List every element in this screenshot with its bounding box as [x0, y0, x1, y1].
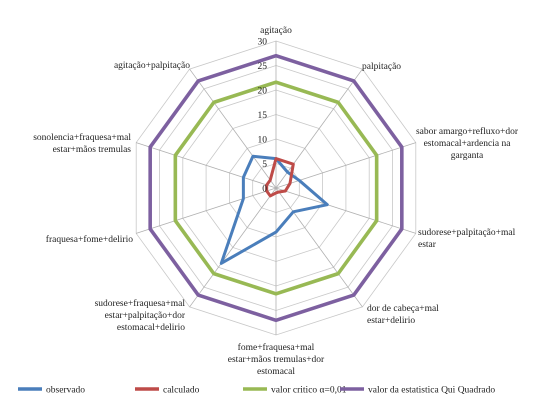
category-label-7: sudorese+fraquesa+mal estar+palpitação+do…: [95, 298, 186, 333]
category-label-5: dor de cabeça+mal estar+delirio: [367, 304, 439, 326]
legend-label-4: valor da estatistica Qui Quadrado: [368, 386, 495, 396]
series-line-1: [219, 154, 329, 265]
axis-spoke: [136, 142, 277, 189]
r-tick-label: 25: [258, 62, 268, 72]
series-line-2: [265, 157, 295, 198]
category-label-9: sonolencia+fraquesa+mal estar+mãos tremul…: [33, 132, 131, 155]
category-label-3: sabor amargo+refluxo+dor estomacal+ardenc…: [416, 126, 519, 161]
r-tick-label: 15: [258, 111, 268, 121]
category-label-4: sudorese+palpitação+mal estar: [418, 228, 516, 250]
r-tick-label: 20: [258, 87, 268, 97]
legend-label-2: calculado: [163, 386, 200, 396]
legend-label-3: valor critico α=0,01: [271, 386, 347, 396]
axis-spoke: [189, 68, 277, 189]
axis-spoke: [136, 187, 277, 234]
r-tick-label: 5: [262, 160, 267, 170]
category-label-6: fome+fraquesa+mal estar+mãos tremulas+dor…: [228, 342, 325, 377]
series-line-3: [173, 80, 379, 296]
r-tick-label: 30: [258, 38, 268, 48]
axis-spoke: [275, 68, 363, 189]
r-tick-label: 0: [262, 185, 267, 195]
category-label-10: agitação+palpitação: [114, 61, 190, 71]
axis-spoke: [189, 187, 277, 308]
category-label-8: fraquesa+fome+delirio: [46, 234, 133, 245]
category-label-2: palpitação: [362, 62, 401, 72]
axis-spoke: [275, 187, 363, 308]
series-line-4: [148, 53, 404, 323]
legend-label-1: observado: [46, 386, 85, 396]
r-tick-label: 10: [258, 136, 268, 146]
axis-spoke: [275, 187, 416, 234]
category-label-1: agitação: [260, 26, 292, 36]
